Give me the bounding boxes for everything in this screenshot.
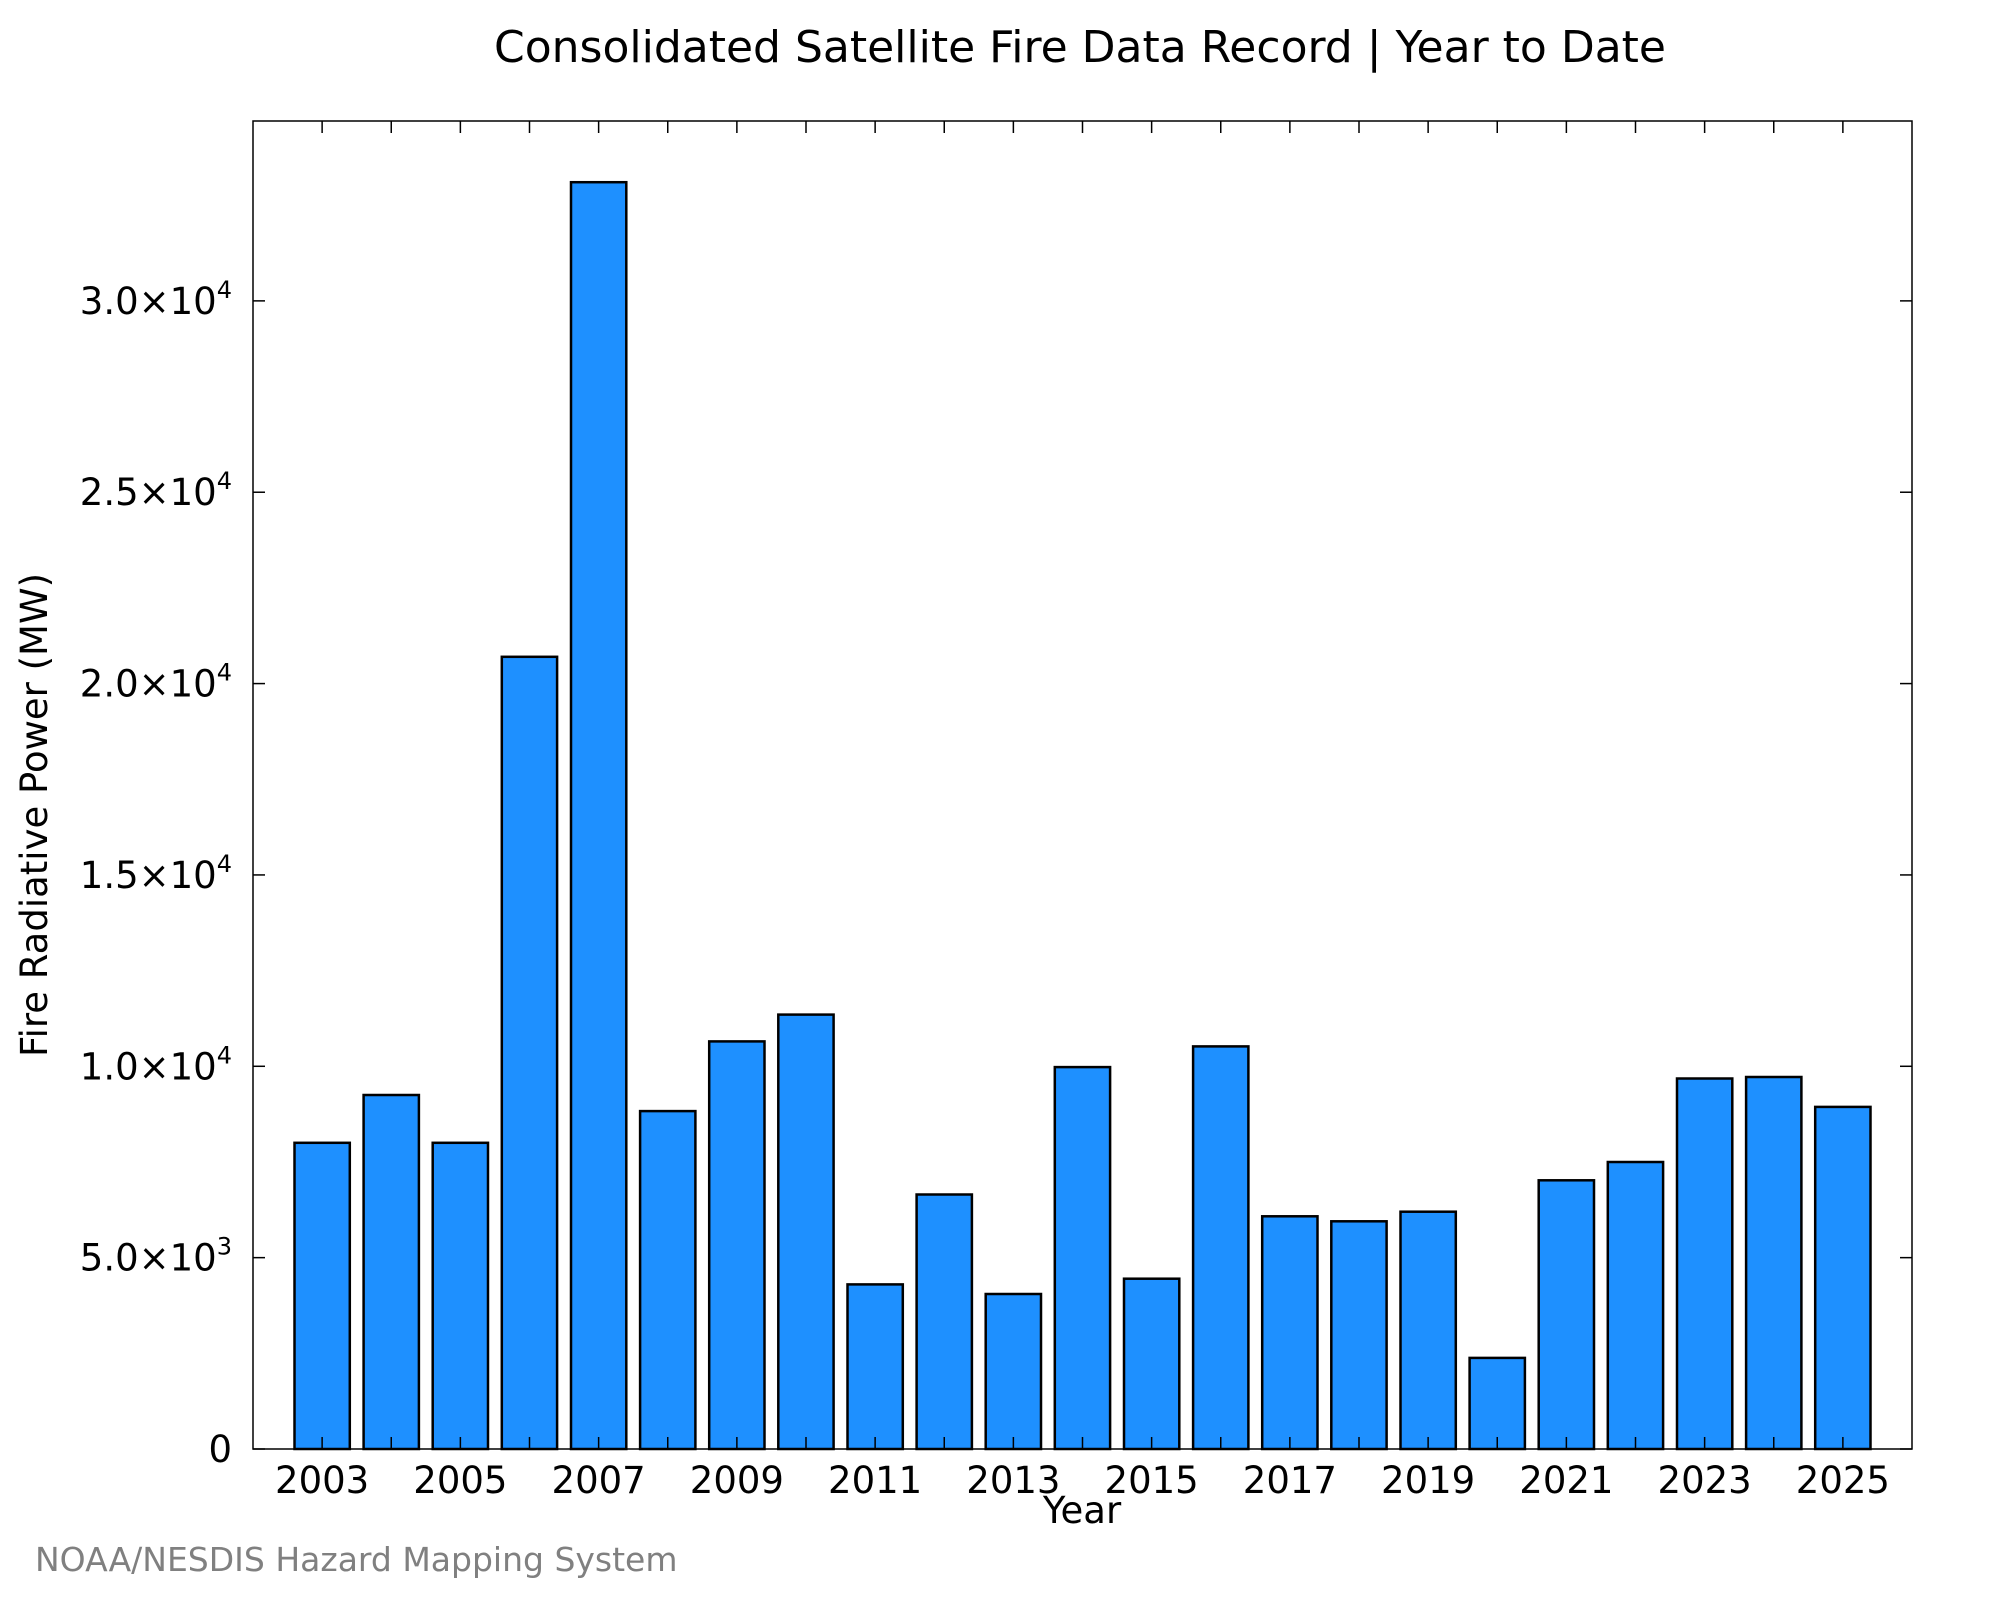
y-axis: 0 5.0×103 1.0×104 1.5×104 2.0×104 2.5×104 3.0×… <box>80 276 1912 1471</box>
x-tick-label-2003: 2003 <box>275 1459 369 1502</box>
bar-2021 <box>1537 1179 1596 1451</box>
x-axis-label: Year <box>1042 1489 1122 1532</box>
x-tick-label-2019: 2019 <box>1381 1459 1475 1502</box>
x-tick-label-2021: 2021 <box>1519 1459 1613 1502</box>
y-tick-label-15000: 1.5×104 <box>80 850 232 897</box>
y-tick-label-25000: 2.5×104 <box>80 467 232 514</box>
bar-2020 <box>1468 1356 1527 1451</box>
x-tick-label-2023: 2023 <box>1658 1459 1752 1502</box>
y-axis-label: Fire Radiative Power (MW) <box>13 573 56 1057</box>
y-tick-label-30000: 3.0×104 <box>80 276 232 323</box>
y-tick-label-0: 0 <box>208 1428 232 1471</box>
x-tick-label-2015: 2015 <box>1105 1459 1199 1502</box>
bar-2016 <box>1191 1045 1250 1451</box>
bar-2006 <box>500 655 559 1451</box>
x-tick-label-2011: 2011 <box>828 1459 922 1502</box>
bar-2004 <box>362 1093 421 1451</box>
bar-2009 <box>707 1040 766 1451</box>
y-tick-label-5000: 5.0×103 <box>80 1233 232 1280</box>
bar-2015 <box>1122 1277 1181 1451</box>
bar-2019 <box>1399 1210 1458 1451</box>
bar-2011 <box>846 1283 905 1451</box>
bar-2007 <box>569 180 628 1451</box>
bar-2012 <box>915 1193 974 1451</box>
x-tick-label-2005: 2005 <box>413 1459 507 1502</box>
bar-2024 <box>1744 1075 1803 1451</box>
y-tick-label-10000: 1.0×104 <box>80 1041 232 1088</box>
bar-2008 <box>638 1109 697 1451</box>
bar-2014 <box>1053 1065 1112 1451</box>
bar-2022 <box>1606 1160 1665 1451</box>
bar-2023 <box>1675 1077 1734 1451</box>
y-tick-label-20000: 2.0×104 <box>80 659 232 706</box>
bar-2005 <box>431 1141 490 1451</box>
x-tick-label-2025: 2025 <box>1796 1459 1890 1502</box>
x-tick-label-2009: 2009 <box>690 1459 784 1502</box>
bar-2003 <box>293 1141 352 1451</box>
bar-2025 <box>1813 1105 1872 1451</box>
x-tick-label-2007: 2007 <box>552 1459 646 1502</box>
x-tick-label-2013: 2013 <box>966 1459 1060 1502</box>
chart-title: Consolidated Satellite Fire Data Record … <box>494 22 1666 73</box>
bar-2017 <box>1260 1215 1319 1451</box>
bar-2010 <box>777 1013 835 1451</box>
footer-source-credit: NOAA/NESDIS Hazard Mapping System <box>35 1540 678 1579</box>
bars-group <box>293 180 1872 1451</box>
x-axis: 2003 2005 2007 2009 2011 2013 2015 2017 2019 2021… <box>275 121 1890 1502</box>
bar-2018 <box>1330 1220 1388 1451</box>
x-tick-label-2017: 2017 <box>1243 1459 1337 1502</box>
bar-2013 <box>984 1292 1043 1451</box>
